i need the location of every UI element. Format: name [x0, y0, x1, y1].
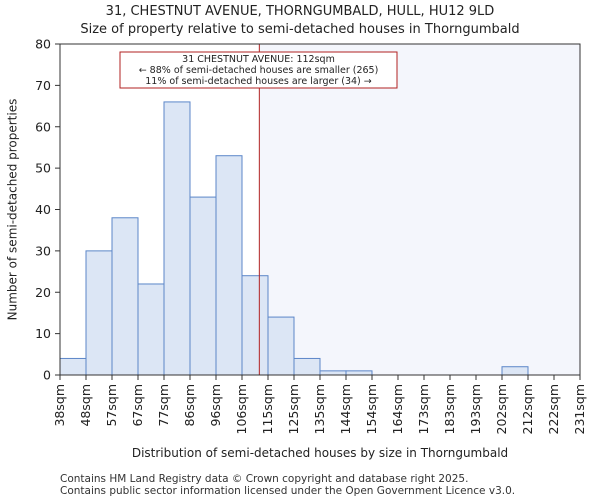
x-tick-label: 231sqm	[572, 384, 587, 434]
x-tick-label: 106sqm	[234, 384, 249, 434]
bar-144sqm	[345, 370, 373, 376]
annotation-box: 31 CHESTNUT AVENUE: 112sqm ← 88% of semi…	[119, 51, 398, 89]
x-tick-label: 57sqm	[104, 384, 119, 427]
x-tick-label: 193sqm	[468, 384, 483, 434]
axes-group: 0 10 20 30 40 50 60 70 80 38sqm 48sqm 57sqm 67sqm 77s…	[35, 37, 587, 435]
x-tick-label: 154sqm	[364, 384, 379, 434]
y-tick-label: 60	[35, 119, 51, 134]
footer-line-2: Contains public sector information licen…	[60, 485, 516, 497]
x-tick-label: 173sqm	[416, 384, 431, 434]
bar-38sqm	[59, 357, 87, 376]
x-tick-label: 67sqm	[130, 384, 145, 427]
y-tick-label: 70	[35, 78, 51, 93]
y-axis-label: Number of semi-detached properties	[6, 99, 20, 321]
x-tick-label: 164sqm	[390, 384, 405, 434]
annotation-frame	[119, 51, 398, 89]
x-tick-label: 77sqm	[156, 384, 171, 427]
y-tick-label: 40	[35, 202, 51, 217]
bar-77sqm	[163, 101, 191, 376]
annotation-line-1: 31 CHESTNUT AVENUE: 112sqm	[182, 54, 335, 65]
bar-48sqm	[85, 250, 113, 376]
bar-125sqm	[293, 357, 321, 376]
x-tick-label: 212sqm	[520, 384, 535, 434]
x-tick-label: 38sqm	[52, 384, 67, 427]
bar-96sqm	[215, 155, 243, 376]
x-tick-label: 135sqm	[312, 384, 327, 434]
chart-title: 31, CHESTNUT AVENUE, THORNGUMBALD, HULL,…	[105, 4, 495, 19]
bar-135sqm	[319, 370, 347, 376]
bars-group	[59, 101, 529, 376]
bar-106sqm	[241, 275, 269, 376]
y-tick-label: 10	[35, 326, 51, 341]
x-tick-label: 144sqm	[338, 384, 353, 434]
x-axis-label: Distribution of semi-detached houses by …	[132, 446, 508, 460]
bar-115sqm	[267, 316, 295, 376]
x-tick-label: 96sqm	[208, 384, 223, 427]
y-tick-label: 0	[43, 368, 51, 383]
footer-line-1: Contains HM Land Registry data © Crown c…	[60, 473, 469, 485]
x-tick-label: 86sqm	[182, 384, 197, 427]
bar-202sqm	[501, 366, 529, 376]
y-tick-label: 20	[35, 285, 51, 300]
x-tick-label: 202sqm	[494, 384, 509, 434]
x-tick-label: 115sqm	[260, 384, 275, 434]
highlight-region	[259, 44, 580, 375]
x-tick-label: 222sqm	[546, 384, 561, 434]
annotation-line-2: ← 88% of semi-detached houses are smalle…	[139, 65, 379, 76]
y-tick-label: 30	[35, 243, 51, 258]
y-tick-label: 50	[35, 161, 51, 176]
annotation-line-3: 11% of semi-detached houses are larger (…	[145, 76, 372, 87]
bar-86sqm	[189, 196, 217, 376]
y-tick-label: 80	[35, 37, 51, 52]
chart-subtitle: Size of property relative to semi-detach…	[80, 22, 520, 37]
bar-57sqm	[111, 217, 139, 376]
x-tick-label: 48sqm	[78, 384, 93, 427]
x-tick-label: 125sqm	[286, 384, 301, 434]
x-tick-label: 183sqm	[442, 384, 457, 434]
bar-67sqm	[137, 283, 165, 376]
